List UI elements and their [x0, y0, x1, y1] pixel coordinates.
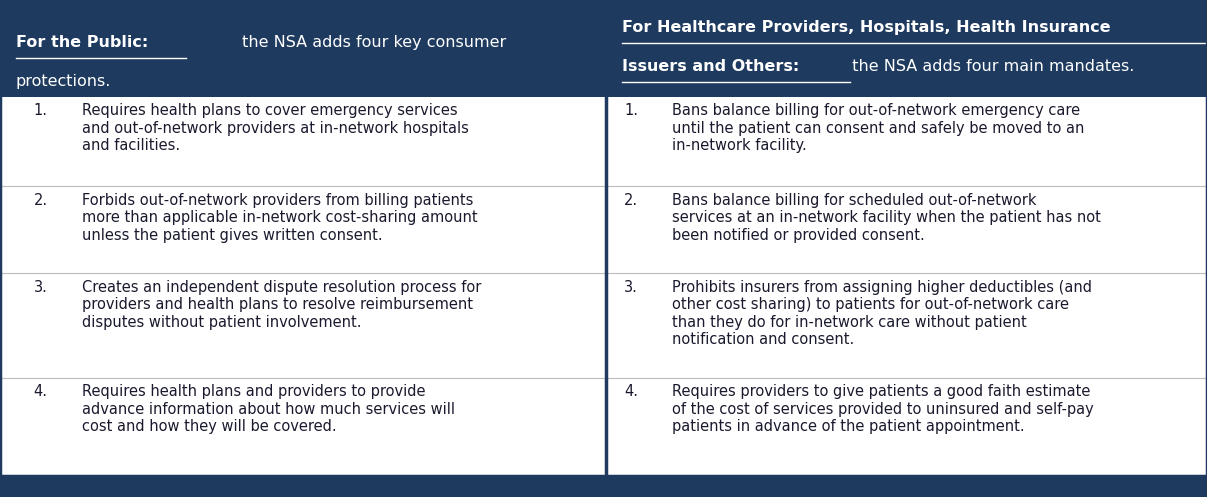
Text: 2.: 2. — [624, 193, 639, 208]
Text: 2.: 2. — [34, 193, 48, 208]
Text: Forbids out-of-network providers from billing patients
more than applicable in-n: Forbids out-of-network providers from bi… — [82, 193, 478, 243]
Bar — [0, 97, 1207, 476]
Text: protections.: protections. — [16, 74, 111, 88]
Text: Bans balance billing for out-of-network emergency care
until the patient can con: Bans balance billing for out-of-network … — [672, 103, 1085, 153]
Bar — [0, 0, 606, 97]
Text: Creates an independent dispute resolution process for
providers and health plans: Creates an independent dispute resolutio… — [82, 280, 482, 330]
Bar — [0, 476, 1207, 497]
Text: 3.: 3. — [34, 280, 47, 295]
Text: the NSA adds four main mandates.: the NSA adds four main mandates. — [842, 59, 1135, 74]
Text: Requires health plans to cover emergency services
and out-of-network providers a: Requires health plans to cover emergency… — [82, 103, 470, 153]
Text: 1.: 1. — [34, 103, 48, 118]
Text: the NSA adds four key consumer: the NSA adds four key consumer — [237, 35, 506, 50]
Text: 3.: 3. — [624, 280, 637, 295]
Text: For the Public:: For the Public: — [16, 35, 148, 50]
Text: 4.: 4. — [624, 384, 639, 399]
Text: For Healthcare Providers, Hospitals, Health Insurance: For Healthcare Providers, Hospitals, Hea… — [622, 20, 1110, 35]
Text: Prohibits insurers from assigning higher deductibles (and
other cost sharing) to: Prohibits insurers from assigning higher… — [672, 280, 1092, 347]
Text: Issuers and Others:: Issuers and Others: — [622, 59, 799, 74]
Text: Requires providers to give patients a good faith estimate
of the cost of service: Requires providers to give patients a go… — [672, 384, 1094, 434]
Text: Bans balance billing for scheduled out-of-network
services at an in-network faci: Bans balance billing for scheduled out-o… — [672, 193, 1101, 243]
Text: Requires health plans and providers to provide
advance information about how muc: Requires health plans and providers to p… — [82, 384, 455, 434]
Bar — [606, 0, 1207, 97]
Text: 1.: 1. — [624, 103, 639, 118]
Text: 4.: 4. — [34, 384, 48, 399]
